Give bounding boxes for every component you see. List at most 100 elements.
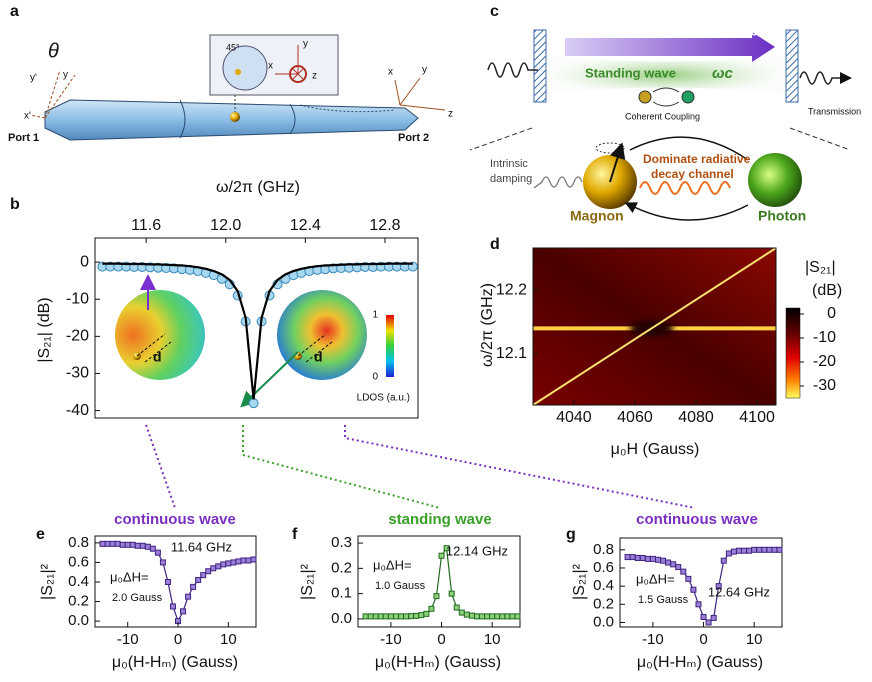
- point: [448, 590, 455, 597]
- y-tick-label: 12.2: [496, 281, 527, 298]
- x-tick-label: 12.8: [369, 217, 400, 234]
- point: [710, 614, 717, 621]
- y-tick-label: 0.0: [593, 613, 614, 630]
- colorbar-tick-label: -10: [813, 329, 836, 346]
- x-axis-label: μ₀(H-Hₘ) (Gauss): [637, 654, 763, 671]
- y-tick-label: 0.8: [593, 541, 614, 558]
- point: [104, 540, 111, 547]
- ldos-insets: d d 1 0 LDOS (a.u.): [115, 274, 410, 408]
- mirror: [533, 29, 547, 103]
- y-tick-label: 0.6: [68, 553, 89, 570]
- spin: [609, 142, 626, 183]
- colorbar-tick-label: -20: [813, 353, 836, 370]
- port1-axes: [29, 69, 76, 119]
- x-tick-label: 4060: [617, 409, 653, 426]
- y-tick-label: 0.0: [68, 612, 89, 629]
- axis-label: z: [448, 109, 453, 120]
- point: [398, 613, 405, 620]
- panel-label: d: [490, 236, 500, 253]
- point: [139, 542, 146, 549]
- axis-label: y: [422, 65, 427, 76]
- point: [695, 601, 702, 608]
- colorbar-label: |S₂₁|: [805, 259, 836, 276]
- x-axis-label: μ₀(H-Hₘ) (Gauss): [375, 654, 501, 671]
- colorbar-tick-label: 0: [827, 305, 836, 322]
- y-tick-label: 0.3: [331, 534, 352, 551]
- plot-frame: [94, 535, 257, 628]
- coupling-arrows: [652, 87, 680, 107]
- radiative-wave: [639, 181, 731, 195]
- point: [438, 552, 445, 559]
- linewidth-value: 1.5 Gauss: [638, 594, 689, 606]
- point: [245, 557, 252, 564]
- point: [418, 612, 425, 619]
- ldos-map: [115, 290, 205, 380]
- zoom-lines: [469, 127, 851, 151]
- point: [730, 548, 737, 555]
- point: [220, 561, 227, 568]
- ldos-colorbar: [386, 315, 394, 377]
- standing-beam: [546, 55, 786, 95]
- x-axis-label: ω/2π (GHz): [216, 179, 300, 196]
- point: [670, 561, 677, 568]
- point: [458, 609, 465, 616]
- point: [372, 613, 379, 620]
- panel-c: c Continuous wave Standing wave ωc Coher…: [469, 3, 861, 224]
- point: [119, 541, 126, 548]
- inset-axes: [275, 45, 305, 81]
- point: [109, 540, 116, 547]
- point: [639, 554, 646, 561]
- port2-axes: [394, 77, 446, 111]
- theta: θ: [48, 40, 59, 62]
- axis-label: x: [268, 61, 273, 72]
- point: [195, 577, 202, 584]
- point: [423, 610, 430, 617]
- point: [408, 613, 415, 620]
- point: [680, 568, 687, 575]
- point: [649, 555, 656, 562]
- point: [735, 547, 742, 554]
- chart-title: continuous wave: [114, 511, 236, 528]
- point: [468, 612, 475, 619]
- y-tick-label: 0: [80, 253, 89, 270]
- point: [392, 613, 399, 620]
- point: [114, 540, 121, 547]
- point: [240, 557, 247, 564]
- point: [489, 613, 496, 620]
- angle-label: 45°: [226, 42, 240, 52]
- point: [230, 559, 237, 566]
- point: [741, 547, 748, 554]
- chart-title: standing wave: [388, 511, 491, 528]
- point: [675, 564, 682, 571]
- fiber-seam: [299, 104, 396, 113]
- colorbar-tick-label: 1: [372, 310, 378, 321]
- x-tick-label: 0: [699, 631, 707, 648]
- axis-label: y: [63, 70, 68, 81]
- point: [413, 612, 420, 619]
- point: [134, 542, 141, 549]
- point: [756, 546, 763, 553]
- point: [377, 613, 384, 620]
- distance-marker: [297, 333, 333, 363]
- x-tick-label: 11.6: [131, 217, 161, 234]
- y-tick-label: 0.4: [593, 577, 614, 594]
- x-axis-label: μ₀(H-Hₘ) (Gauss): [112, 654, 238, 671]
- y-axis-label: ω/2π (GHz): [479, 283, 496, 367]
- point: [159, 559, 166, 566]
- point: [403, 613, 410, 620]
- point: [720, 557, 727, 564]
- point: [99, 540, 106, 547]
- point: [433, 593, 440, 600]
- y-axis-label: |S₂₁| (dB): [36, 297, 53, 362]
- damping-label: Intrinsic: [490, 158, 528, 170]
- linewidth-label: μ₀ΔH=: [373, 557, 412, 572]
- x-tick-label: -10: [117, 631, 139, 648]
- point: [387, 613, 394, 620]
- point: [205, 568, 212, 575]
- point: [200, 572, 207, 579]
- y-axis-label: |S₂₁|²: [299, 563, 316, 600]
- wave-arrow: [565, 32, 775, 62]
- point: [362, 613, 369, 620]
- point: [185, 593, 192, 600]
